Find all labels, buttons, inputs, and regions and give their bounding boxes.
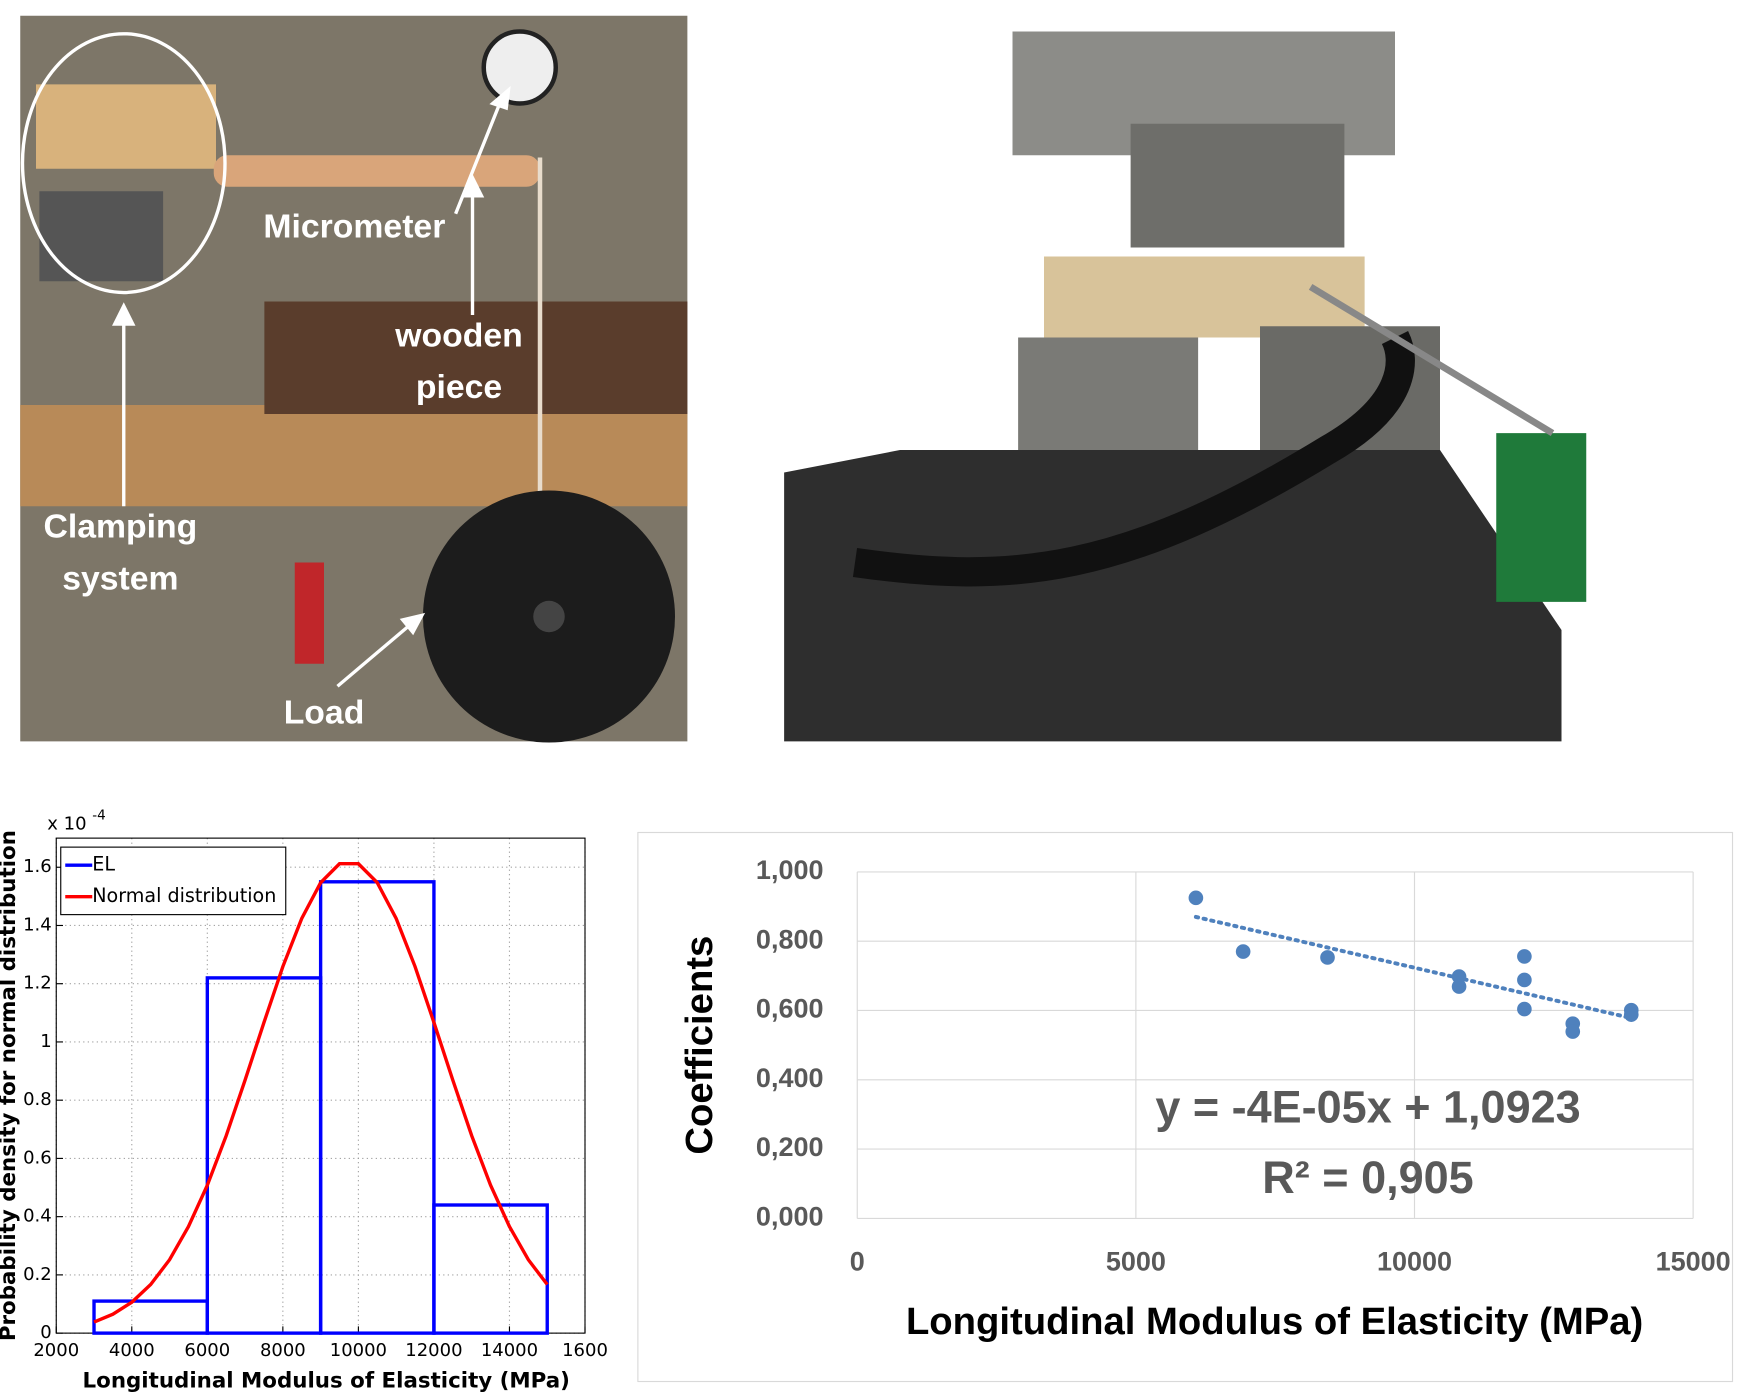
- trendline: [1193, 914, 1634, 1021]
- point: [1517, 1001, 1532, 1017]
- bar: [92, 1299, 210, 1335]
- photo-label: Load: [284, 693, 365, 731]
- y-tick-label: 1.6: [23, 856, 52, 877]
- clamp-handle: [294, 562, 324, 664]
- y-tick-label: 0.2: [23, 1264, 52, 1285]
- machine-base: [784, 450, 1562, 742]
- legend-label: EL: [92, 853, 115, 876]
- x-tick-label: 14000: [481, 1340, 538, 1361]
- wood-bench: [20, 405, 688, 507]
- point: [1565, 1024, 1581, 1039]
- y-axis-label: Coefficients: [678, 936, 721, 1155]
- micrometer: [481, 29, 558, 106]
- point: [1188, 890, 1204, 906]
- y-tick-label: 0.4: [23, 1206, 52, 1227]
- x-tick-label: 2000: [33, 1340, 79, 1361]
- x-tick-label: 8000: [260, 1340, 306, 1361]
- rod: [1308, 283, 1555, 437]
- annotation: y = -4E-05x + 1,0923: [1155, 1081, 1580, 1132]
- y-multiplier-exponent: -4: [92, 808, 105, 824]
- x-tick-label: 0: [850, 1247, 865, 1277]
- y-tick-label: 1.2: [23, 973, 52, 994]
- point: [1517, 949, 1532, 964]
- point: [1451, 979, 1467, 994]
- point: [1623, 1007, 1639, 1022]
- wood-block: [36, 84, 216, 169]
- density-curve: [93, 862, 549, 1324]
- x-tick-label: 10000: [330, 1340, 387, 1361]
- bar: [318, 880, 436, 1335]
- x-tick-label: 12000: [405, 1340, 462, 1361]
- photo-label: wooden: [394, 316, 523, 354]
- arrows: [112, 85, 511, 688]
- photo-label: piece: [416, 368, 502, 406]
- photo-label: system: [62, 559, 178, 597]
- annotation: R² = 0,905: [1262, 1152, 1473, 1203]
- y-axis-label: Probability density for normal distribut…: [0, 830, 21, 1341]
- y-tick-label: 0,000: [756, 1202, 824, 1232]
- disc-hole: [533, 600, 565, 633]
- chart-histogram: 0 0.2 0.4 0.6 0.8 1 1.2 1.4 1.6 2000 4000 6000 8000 1…: [0, 808, 608, 1394]
- y-tick-label: 0,600: [756, 994, 824, 1024]
- x-axis-label: Longitudinal Modulus of Elasticity (MPa): [83, 1369, 570, 1394]
- legend-label: Normal distribution: [92, 884, 276, 907]
- cable: [852, 330, 1415, 587]
- y-tick-label: 0.6: [23, 1147, 52, 1168]
- photo-label: Micrometer: [263, 207, 445, 245]
- wood-specimen: [1044, 256, 1365, 338]
- y-tick-label: 0,200: [756, 1132, 824, 1162]
- x-tick-label: 15000: [1656, 1247, 1731, 1277]
- loading-head: [1130, 123, 1345, 248]
- highlight-ellipse: [20, 32, 227, 295]
- y-tick-label: 1.4: [23, 914, 52, 935]
- photo-bending-setup: Micrometer wooden piece Clamping system Load: [20, 15, 688, 743]
- x-tick-label: 10000: [1377, 1247, 1452, 1277]
- photo-label: Clamping: [43, 508, 197, 546]
- y-tick-label: 0: [40, 1322, 51, 1343]
- y-tick-label: 0,800: [756, 924, 824, 954]
- vise: [39, 191, 164, 282]
- point: [1451, 969, 1467, 984]
- y-tick-label: 1: [40, 1031, 51, 1052]
- x-tick-label: 4000: [109, 1340, 155, 1361]
- wooden-piece: [213, 155, 540, 187]
- x-tick-label: 6000: [184, 1340, 230, 1361]
- chart-scatter: 0,000 0,200 0,400 0,600 0,800 1,000 0 5000 10000…: [637, 831, 1734, 1383]
- y-multiplier: x 10: [47, 814, 86, 835]
- y-tick-label: 0.8: [23, 1089, 52, 1110]
- point: [1320, 950, 1335, 965]
- y-tick-label: 1,000: [756, 855, 824, 885]
- x-tick-label: 1600: [562, 1340, 608, 1361]
- bar: [205, 976, 323, 1335]
- x-axis-label: Longitudinal Modulus of Elasticity (MPa): [906, 1300, 1643, 1343]
- x-tick-label: 5000: [1106, 1247, 1166, 1277]
- bar: [432, 1203, 549, 1335]
- chart-frame: [637, 831, 1734, 1383]
- sensor: [1496, 433, 1587, 602]
- steel-beam: [264, 301, 688, 414]
- point: [1517, 972, 1532, 988]
- legend-box: [60, 846, 287, 916]
- y-tick-label: 0,400: [756, 1063, 824, 1093]
- point: [1235, 944, 1251, 959]
- photo-testing-machine: [784, 31, 1587, 742]
